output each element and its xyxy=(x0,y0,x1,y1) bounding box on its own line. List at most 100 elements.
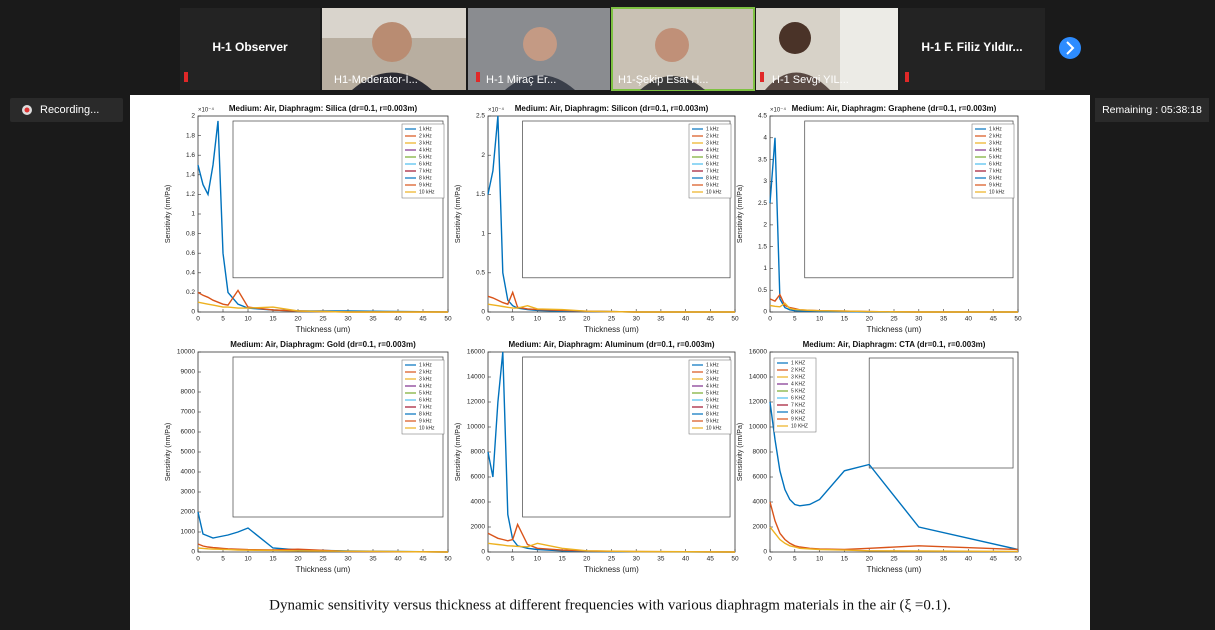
legend-label: 8 kHz xyxy=(419,411,432,417)
x-tick-label: 15 xyxy=(841,556,849,563)
legend-label: 5 kHz xyxy=(989,154,1002,160)
y-tick-label: 8000 xyxy=(181,389,196,396)
recording-indicator[interactable]: Recording... xyxy=(10,98,123,122)
x-tick-label: 25 xyxy=(608,556,616,563)
y-tick-label: 10000 xyxy=(177,349,195,356)
legend-label: 6 kHz xyxy=(419,397,432,403)
legend-label: 9 kHz xyxy=(706,182,719,188)
tile xyxy=(180,8,320,90)
x-tick-label: 35 xyxy=(657,316,665,323)
y-tick-label: 0 xyxy=(191,549,195,556)
y-tick-label: 12000 xyxy=(467,399,485,406)
legend-label: 2 kHz xyxy=(706,369,719,375)
legend-label: 1 kHz xyxy=(989,126,1002,132)
x-tick-label: 0 xyxy=(486,556,490,563)
legend-label: 2 kHz xyxy=(989,133,1002,139)
y-tick-label: 2.5 xyxy=(758,200,767,207)
legend-label: 1 kHz xyxy=(706,126,719,132)
legend-label: 10 kHz xyxy=(419,189,435,195)
y-exponent: ×10⁻⁴ xyxy=(198,107,214,114)
participant-name: H-1 F. Filiz Yıldır... xyxy=(921,40,1022,54)
mute-icon xyxy=(184,72,909,82)
participant-name: H1-Moderator-İ... xyxy=(334,73,418,86)
x-tick-label: 10 xyxy=(534,556,542,563)
y-tick-label: 1 xyxy=(191,211,195,218)
legend-label: 7 kHz xyxy=(419,404,432,410)
x-tick-label: 10 xyxy=(244,316,252,323)
y-tick-label: 1.5 xyxy=(476,191,485,198)
y-tick-label: 4.5 xyxy=(758,113,767,120)
legend-label: 6 kHz xyxy=(706,161,719,167)
series-line xyxy=(769,501,1019,551)
legend-label: 1 kHz xyxy=(419,126,432,132)
y-tick-label: 10000 xyxy=(749,424,767,431)
next-button[interactable] xyxy=(1059,37,1081,59)
legend-label: 8 kHz xyxy=(706,411,719,417)
legend-label: 6 KHZ xyxy=(791,395,805,401)
x-tick-label: 40 xyxy=(965,556,973,563)
legend-label: 9 kHz xyxy=(419,182,432,188)
x-tick-label: 50 xyxy=(444,556,452,563)
series-line xyxy=(769,401,1019,551)
series-line xyxy=(487,303,735,313)
series-line xyxy=(769,302,1018,313)
x-tick-label: 25 xyxy=(608,316,616,323)
x-tick-label: 30 xyxy=(633,316,641,323)
participant-name: H-1 Observer xyxy=(212,40,288,54)
x-tick-label: 5 xyxy=(793,316,797,323)
x-tick-label: 0 xyxy=(768,316,772,323)
chart-title: Medium: Air, Diaphragm: Silicon (dr=0.1,… xyxy=(515,104,709,113)
x-tick-label: 20 xyxy=(866,316,874,323)
timer-box xyxy=(1095,98,1209,122)
y-tick-label: 14000 xyxy=(467,374,485,381)
y-tick-label: 0.5 xyxy=(476,270,485,277)
tile xyxy=(900,8,1045,90)
legend-label: 8 kHz xyxy=(989,175,1002,181)
legend-label: 7 kHz xyxy=(989,168,1002,174)
y-tick-label: 12000 xyxy=(749,399,767,406)
inset-axes xyxy=(232,120,444,279)
y-tick-label: 1.6 xyxy=(186,152,195,159)
legend-label: 4 kHz xyxy=(706,147,719,153)
x-tick-label: 30 xyxy=(344,556,352,563)
legend-label: 1 KHZ xyxy=(791,360,805,366)
participant-name: H-1 Sevgi YIL... xyxy=(772,74,849,86)
x-tick-label: 40 xyxy=(682,556,690,563)
x-tick-label: 50 xyxy=(1014,556,1022,563)
x-tick-label: 15 xyxy=(841,316,849,323)
x-tick-label: 20 xyxy=(866,556,874,563)
y-tick-label: 4 xyxy=(763,134,767,141)
chart-title: Medium: Air, Diaphragm: Silica (dr=0.1, … xyxy=(229,104,418,113)
x-tick-label: 5 xyxy=(511,556,515,563)
legend-label: 4 kHz xyxy=(419,383,432,389)
recording-label: Recording... xyxy=(40,104,99,116)
x-tick-label: 0 xyxy=(486,316,490,323)
y-tick-label: 16000 xyxy=(467,349,485,356)
y-tick-label: 3.5 xyxy=(758,156,767,163)
y-tick-label: 2.5 xyxy=(476,113,485,120)
y-tick-label: 2 xyxy=(763,222,767,229)
legend-label: 2 KHZ xyxy=(791,367,805,373)
x-tick-label: 50 xyxy=(731,556,739,563)
y-tick-label: 2 xyxy=(191,113,195,120)
y-tick-label: 8000 xyxy=(471,449,486,456)
legend-label: 1 kHz xyxy=(419,362,432,368)
y-tick-label: 8000 xyxy=(753,449,768,456)
legend-label: 3 kHz xyxy=(419,376,432,382)
y-tick-label: 1 xyxy=(763,265,767,272)
x-tick-label: 15 xyxy=(269,316,277,323)
legend-label: 5 KHZ xyxy=(791,388,805,394)
y-tick-label: 1 xyxy=(481,230,485,237)
y-axis-label: Sensitivity (nm/Pa) xyxy=(165,185,172,243)
x-tick-label: 15 xyxy=(558,316,566,323)
remaining-time: Remaining : 05:38:18 xyxy=(1102,104,1202,116)
y-tick-label: 2000 xyxy=(753,524,768,531)
participant-name: H-1 Miraç Er... xyxy=(486,74,556,86)
inset-axes xyxy=(232,356,444,518)
legend-label: 9 kHz xyxy=(419,418,432,424)
x-axis-label: Thickness (um) xyxy=(867,565,922,574)
legend-label: 10 kHz xyxy=(706,189,722,195)
y-axis-label: Sensitivity (nm/Pa) xyxy=(455,185,462,243)
x-tick-label: 40 xyxy=(965,316,973,323)
x-tick-label: 10 xyxy=(534,316,542,323)
